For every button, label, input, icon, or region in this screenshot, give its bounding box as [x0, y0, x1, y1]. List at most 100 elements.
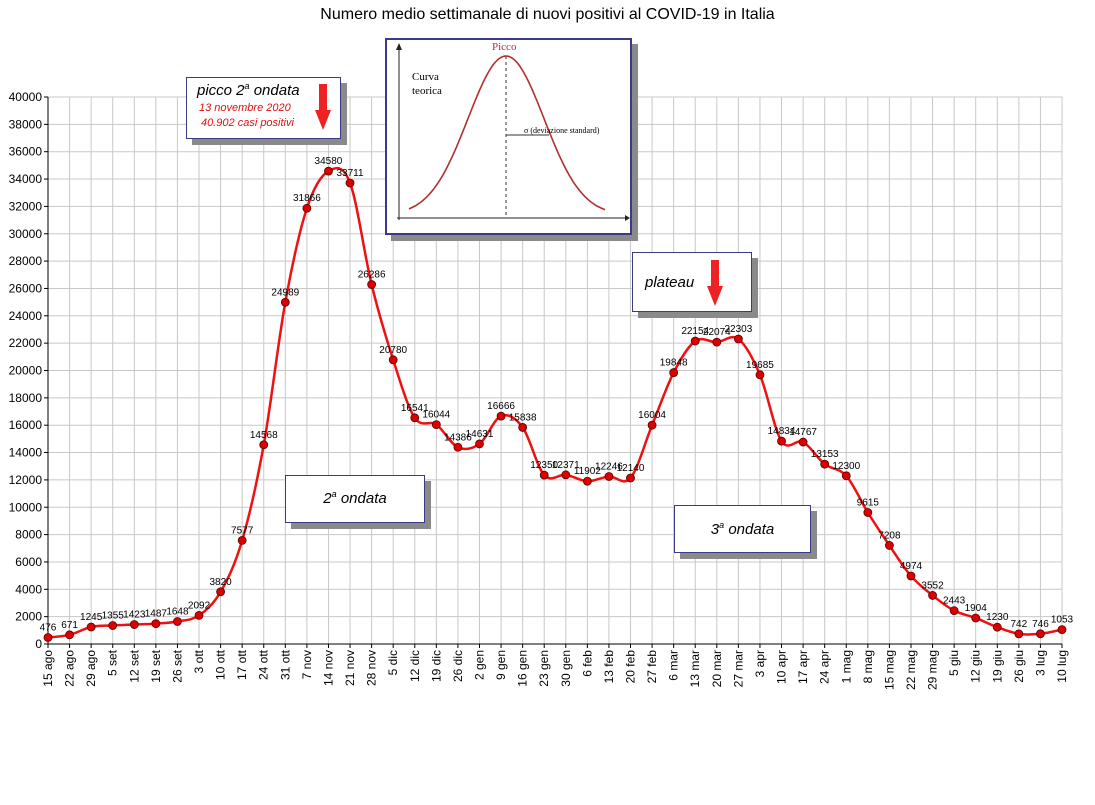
data-point	[367, 280, 377, 289]
data-label: 14386	[444, 432, 472, 443]
data-point	[690, 336, 700, 346]
data-point	[151, 619, 161, 629]
x-tick-label: 19 set	[149, 649, 163, 682]
data-label: 742	[1011, 619, 1028, 630]
x-tick-label: 29 ago	[84, 650, 98, 687]
x-tick-label: 5 dic	[386, 650, 400, 675]
data-label: 16541	[401, 403, 429, 414]
data-point	[906, 571, 916, 581]
data-point	[324, 166, 333, 176]
theoretical-curve-inset: Picco Curva teorica σ (deviazione standa…	[385, 38, 632, 235]
data-point	[733, 334, 743, 344]
x-tick-label: 3 apr	[753, 650, 767, 677]
y-tick-label: 30000	[9, 227, 43, 241]
data-label: 16666	[487, 401, 515, 412]
data-label: 12371	[552, 460, 580, 471]
peak-annotation-title: picco 2a ondata	[197, 81, 300, 99]
data-point	[992, 622, 1002, 632]
data-point	[108, 621, 118, 630]
data-label: 1245	[80, 612, 103, 623]
data-label: 671	[61, 620, 78, 631]
data-point	[604, 472, 614, 481]
x-tick-label: 26 set	[170, 649, 184, 682]
y-tick-label: 6000	[15, 555, 42, 569]
y-tick-label: 24000	[9, 309, 43, 323]
data-label: 14767	[789, 427, 817, 438]
x-tick-label: 21 nov	[343, 650, 357, 686]
data-label: 1053	[1051, 615, 1074, 626]
x-tick-label: 26 giu	[1012, 650, 1026, 683]
x-tick-label: 15 ago	[41, 650, 55, 687]
x-tick-label: 14 nov	[321, 650, 335, 686]
data-label: 12300	[832, 461, 860, 472]
inset-sigma-label: σ (deviazione standard)	[524, 126, 600, 135]
data-label: 13153	[811, 449, 839, 460]
x-tick-label: 22 mag	[904, 650, 918, 690]
plateau-label: plateau	[645, 274, 695, 291]
x-tick-label: 10 lug	[1055, 650, 1069, 683]
y-tick-label: 26000	[9, 281, 43, 295]
data-label: 12350	[530, 460, 558, 471]
data-label: 34580	[315, 156, 343, 167]
data-label: 22074	[703, 327, 731, 338]
data-label: 3552	[921, 580, 944, 591]
data-point	[798, 437, 808, 447]
peak-annotation-cases: 40.902 casi positivi	[201, 117, 294, 129]
y-tick-label: 40000	[9, 90, 43, 104]
data-point	[86, 622, 96, 632]
x-tick-label: 20 feb	[624, 650, 638, 684]
data-label: 4974	[900, 561, 923, 572]
x-tick-label: 19 dic	[429, 650, 443, 682]
y-tick-label: 4000	[15, 582, 42, 596]
data-point	[280, 297, 290, 307]
inset-peak-label: Picco	[492, 41, 517, 53]
x-tick-label: 12 set	[127, 649, 141, 682]
y-tick-label: 0	[35, 637, 42, 651]
data-point	[863, 508, 873, 517]
chart-title: Numero medio settimanale di nuovi positi…	[320, 6, 775, 23]
x-tick-label: 1 mag	[839, 650, 853, 683]
y-tick-label: 12000	[9, 473, 43, 487]
data-point	[755, 370, 765, 380]
data-label: 24989	[271, 287, 299, 298]
data-point	[388, 355, 398, 365]
data-label: 1230	[986, 612, 1009, 623]
data-label: 12246	[595, 462, 623, 473]
x-tick-label: 9 gen	[494, 650, 508, 680]
x-tick-label: 24 ott	[257, 649, 271, 680]
data-label: 1487	[145, 609, 168, 620]
x-tick-label: 31 ott	[278, 649, 292, 680]
x-tick-label: 24 apr	[818, 650, 832, 684]
data-point	[173, 617, 182, 626]
data-label: 15838	[509, 412, 537, 423]
data-point	[475, 439, 484, 449]
x-tick-label: 3 lug	[1033, 650, 1047, 676]
data-point	[345, 178, 355, 188]
data-label: 1423	[123, 610, 146, 621]
data-point	[129, 620, 139, 629]
data-point	[216, 587, 225, 597]
inset-gaussian-path	[408, 55, 606, 211]
y-tick-label: 18000	[9, 391, 43, 405]
data-point	[453, 442, 463, 452]
y-tick-label: 14000	[9, 446, 43, 460]
data-label: 14631	[466, 429, 494, 440]
data-point	[626, 473, 635, 483]
data-label: 16004	[638, 410, 666, 421]
x-tick-label: 22 ago	[63, 650, 77, 687]
data-point	[431, 420, 441, 429]
data-label: 7577	[231, 525, 254, 536]
third-wave-label: 3a ondata	[710, 520, 775, 538]
peak-annotation-box: picco 2a ondata 13 novembre 2020 40.902 …	[186, 77, 341, 139]
x-tick-label: 2 gen	[472, 650, 486, 680]
x-tick-label: 17 apr	[796, 650, 810, 684]
x-tick-label: 19 giu	[990, 650, 1004, 683]
data-label: 19848	[660, 358, 688, 369]
data-point	[582, 476, 592, 486]
data-point	[820, 459, 830, 469]
data-point	[194, 610, 204, 620]
down-arrow-icon	[315, 84, 331, 130]
x-tick-label: 3 ott	[192, 649, 206, 673]
data-point	[885, 541, 894, 550]
data-point	[237, 535, 247, 545]
